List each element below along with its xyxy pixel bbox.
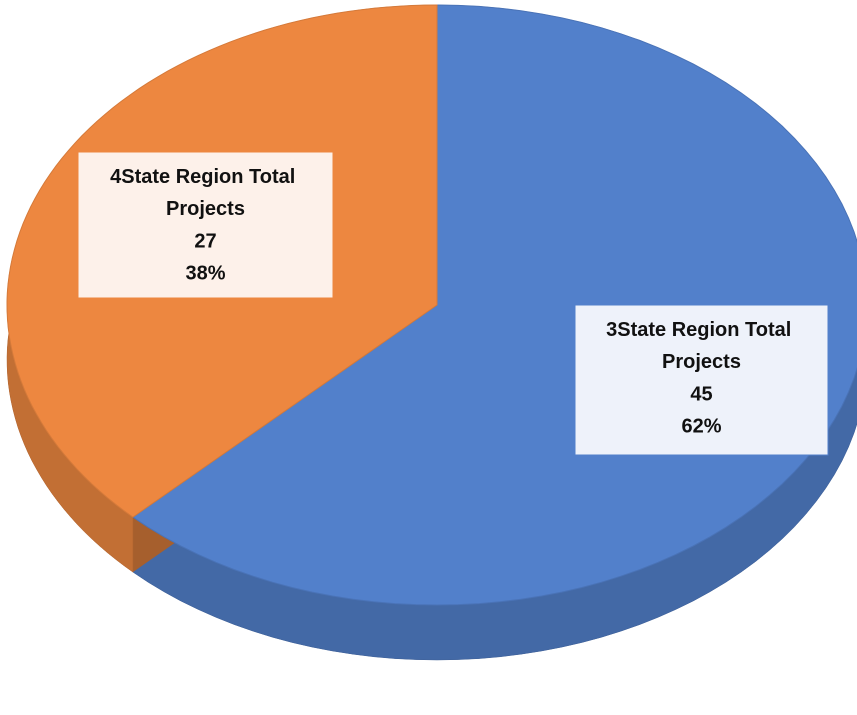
- data-label-box: [77, 151, 334, 299]
- data-label-value: 45: [690, 383, 712, 405]
- data-label-value: 27: [194, 230, 216, 252]
- data-label-category: 3State Region Total Projects: [606, 319, 797, 373]
- data-label-category: 4State Region Total Projects: [110, 166, 301, 220]
- data-label-percent: 38%: [185, 262, 225, 284]
- data-label: 3State Region Total Projects 45 62%: [574, 304, 829, 456]
- data-label-box: [574, 304, 829, 456]
- data-label: 4State Region Total Projects 27 38%: [77, 151, 334, 299]
- data-label-percent: 62%: [681, 415, 721, 437]
